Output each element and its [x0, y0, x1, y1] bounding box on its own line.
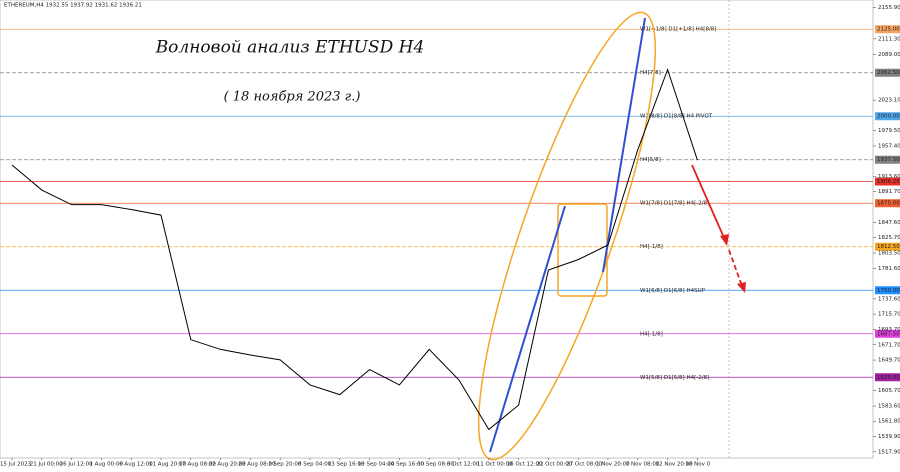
y-tick-label: 1781.60: [878, 266, 900, 272]
level-price: 1687.50: [877, 331, 900, 337]
chart-title: Волновой анализ ETHUSD H4: [155, 38, 425, 58]
arrow-head: [737, 282, 746, 293]
x-tick-label: 26 Jul 12:00: [60, 462, 93, 468]
forecast-arrow: [691, 164, 726, 241]
level-tag: [875, 177, 900, 186]
x-tick-label: 18 Nov 0: [685, 462, 710, 468]
level-tag: [875, 373, 900, 382]
wave-ellipse: [477, 11, 657, 461]
x-tick-label: 12 Nov 20:00: [656, 462, 694, 468]
x-tick-label: 21 Jul 00:00: [30, 462, 63, 468]
wave-line: [602, 17, 646, 273]
x-tick-label: 8 Sep 04:00: [298, 462, 332, 468]
levels: 2125.00 W1[+1/8] D1[+1/8] H4[8/8] 2062.50 H…: [0, 25, 900, 382]
level-price: 1625.00: [877, 375, 900, 381]
y-tick-label: 1957.40: [878, 143, 900, 149]
x-tick-label: 7 Nov 08:00: [626, 462, 660, 468]
y-tick-label: 1517.90: [878, 449, 900, 455]
header: ETHEREUM,H4 1932.55 1937.92 1931.62 1936…: [4, 3, 142, 9]
level-tag: [875, 112, 900, 121]
level-price: 1750.00: [877, 288, 900, 294]
level-text: H4[-1/8]: [640, 331, 663, 337]
level-tag: [875, 155, 900, 164]
x-tick-label: 1 Aug 00:00: [89, 462, 123, 468]
x-tick-label: 27 Oct 08:00: [566, 462, 602, 468]
level-text: W1[6/8] D1[6/8] H4SUP: [640, 288, 706, 294]
y-tick-label: 1671.70: [878, 342, 900, 348]
level-text: W1[5/8] D1[5/8] H4[-2/8]: [640, 375, 709, 381]
level-tag: [875, 68, 900, 77]
y-tick-label: 1715.70: [878, 312, 900, 318]
level-price: 1812.50: [877, 244, 900, 250]
y-tick-label: 1825.70: [878, 235, 900, 241]
level-text: W1[7/8] D1[7/8] H4[-2/8]: [640, 201, 709, 207]
y-tick-label: 1737.60: [878, 296, 900, 302]
x-tick-label: 5 Oct 12:00: [447, 462, 480, 468]
x-tick-label: 1 Nov 20:00: [596, 462, 630, 468]
level-price: 1875.00: [877, 201, 900, 207]
y-tick-label: 1539.90: [878, 434, 900, 440]
x-tick-label: 13 Sep 16:00: [328, 462, 365, 468]
x-tick-label: 11 Oct 00:00: [477, 462, 513, 468]
y-tick-label: 1649.70: [878, 358, 900, 364]
level-text: H4[7/8]: [640, 70, 661, 76]
wave-line: [489, 205, 566, 453]
y-tick-label: 2111.30: [878, 36, 900, 42]
level-text: W1[8/8] D1[8/8] H4 PIVOT: [640, 114, 713, 120]
x-tick-label: 30 Sep 08:00: [417, 462, 454, 468]
x-tick-label: 6 Aug 12:00: [119, 462, 153, 468]
level-tag: [875, 329, 900, 338]
level-tag: [875, 242, 900, 251]
x-tick-label: 15 Jul 2023: [0, 462, 32, 468]
level-price: 1906.25: [877, 179, 900, 185]
y-tick-label: 1583.60: [878, 404, 900, 410]
y-tick-label: 1803.50: [878, 251, 900, 257]
y-tick-label: 1561.80: [878, 419, 900, 425]
arrow-head: [720, 234, 729, 246]
y-tick-label: 2089.00: [878, 52, 900, 58]
plot-frame: [0, 0, 874, 459]
level-price: 2125.00: [877, 27, 900, 33]
level-text: W1[+1/8] D1[+1/8] H4[8/8]: [640, 27, 716, 33]
x-tick-label: 22 Oct 00:00: [536, 462, 572, 468]
level-tag: [875, 25, 900, 34]
x-tick-label: 2 Sep 20:00: [268, 462, 302, 468]
x-tick-label: 11 Aug 20:00: [149, 462, 187, 468]
y-tick-label: 1693.70: [878, 327, 900, 333]
x-tick-label: 17 Aug 08:00: [179, 462, 217, 468]
chart-subtitle: ( 18 ноября 2023 г.): [224, 90, 361, 105]
y-tick-label: 1891.70: [878, 189, 900, 195]
y-tick-label: 1605.70: [878, 388, 900, 394]
y-tick-label: 2023.10: [878, 98, 900, 104]
forecast-arrow: [728, 249, 743, 287]
x-tick-label: 16 Oct 12:00: [507, 462, 543, 468]
level-text: H4[5/8]: [640, 157, 661, 163]
y-tick-label: 1979.50: [878, 128, 900, 134]
y-tick-label: 1913.60: [878, 174, 900, 180]
level-tag: [875, 199, 900, 208]
x-tick-label: 24 Sep 16:00: [387, 462, 424, 468]
y-tick-label: 2155.90: [878, 5, 900, 11]
y-tick-label: 1847.60: [878, 220, 900, 226]
price-line: [11, 68, 698, 431]
level-price: 2000.00: [877, 114, 900, 120]
x-tick-label: 19 Sep 04:00: [358, 462, 395, 468]
level-tag: [875, 286, 900, 295]
x-tick-label: 22 Aug 20:00: [209, 462, 247, 468]
level-price: 2062.50: [877, 70, 900, 76]
level-text: H4[-1/8]: [640, 244, 663, 250]
level-price: 1937.50: [877, 157, 900, 163]
x-tick-label: 28 Aug 08:00: [238, 462, 276, 468]
